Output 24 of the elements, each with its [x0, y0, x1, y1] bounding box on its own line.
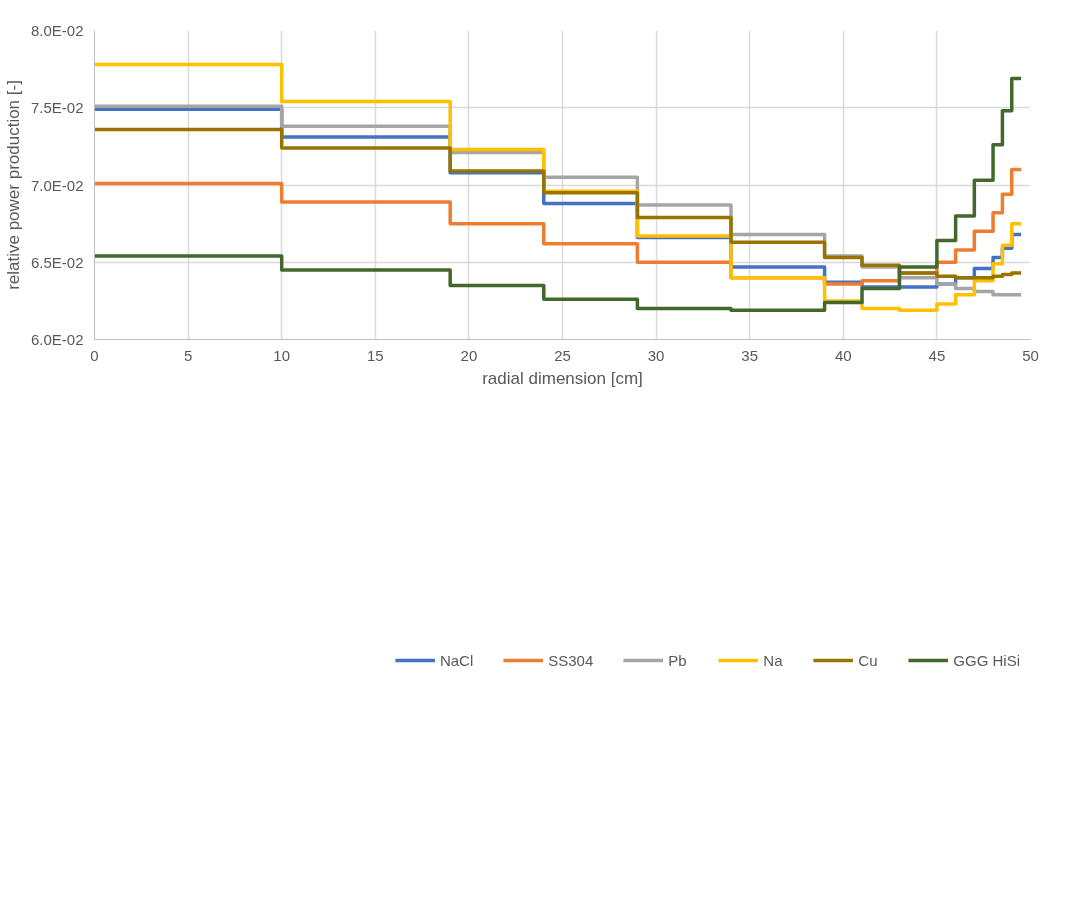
legend-label: GGG HiSi	[953, 651, 1020, 669]
y-tick-label: 6.0E-02	[30, 331, 84, 348]
x-tick-label: 40	[834, 346, 852, 364]
y-tick-label: 6.5E-02	[30, 253, 84, 271]
y-tick-label: 8.0E-02	[30, 22, 84, 39]
x-axis-title: radial dimension [cm]	[482, 368, 643, 388]
x-tick-label: 50	[1022, 346, 1039, 364]
x-tick-label: 10	[273, 346, 291, 364]
x-tick-label: 15	[366, 346, 384, 364]
legend-label: Na	[763, 651, 784, 669]
x-tick-label: 5	[183, 346, 193, 364]
legend-label: Cu	[858, 651, 879, 669]
y-axis-title: relative power production [-]	[3, 80, 23, 290]
legend-label: Pb	[668, 651, 688, 669]
y-tick-label: 7.5E-02	[30, 99, 84, 117]
x-tick-label: 45	[928, 346, 946, 364]
x-tick-label: 20	[460, 346, 478, 364]
x-tick-label: 0	[90, 346, 99, 364]
x-tick-label: 30	[647, 346, 665, 364]
legend-label: NaCl	[439, 651, 474, 669]
y-tick-label: 7.0E-02	[30, 176, 84, 194]
legend-label: SS304	[548, 651, 594, 669]
x-tick-label: 35	[741, 346, 759, 364]
x-tick-label: 25	[554, 346, 571, 364]
